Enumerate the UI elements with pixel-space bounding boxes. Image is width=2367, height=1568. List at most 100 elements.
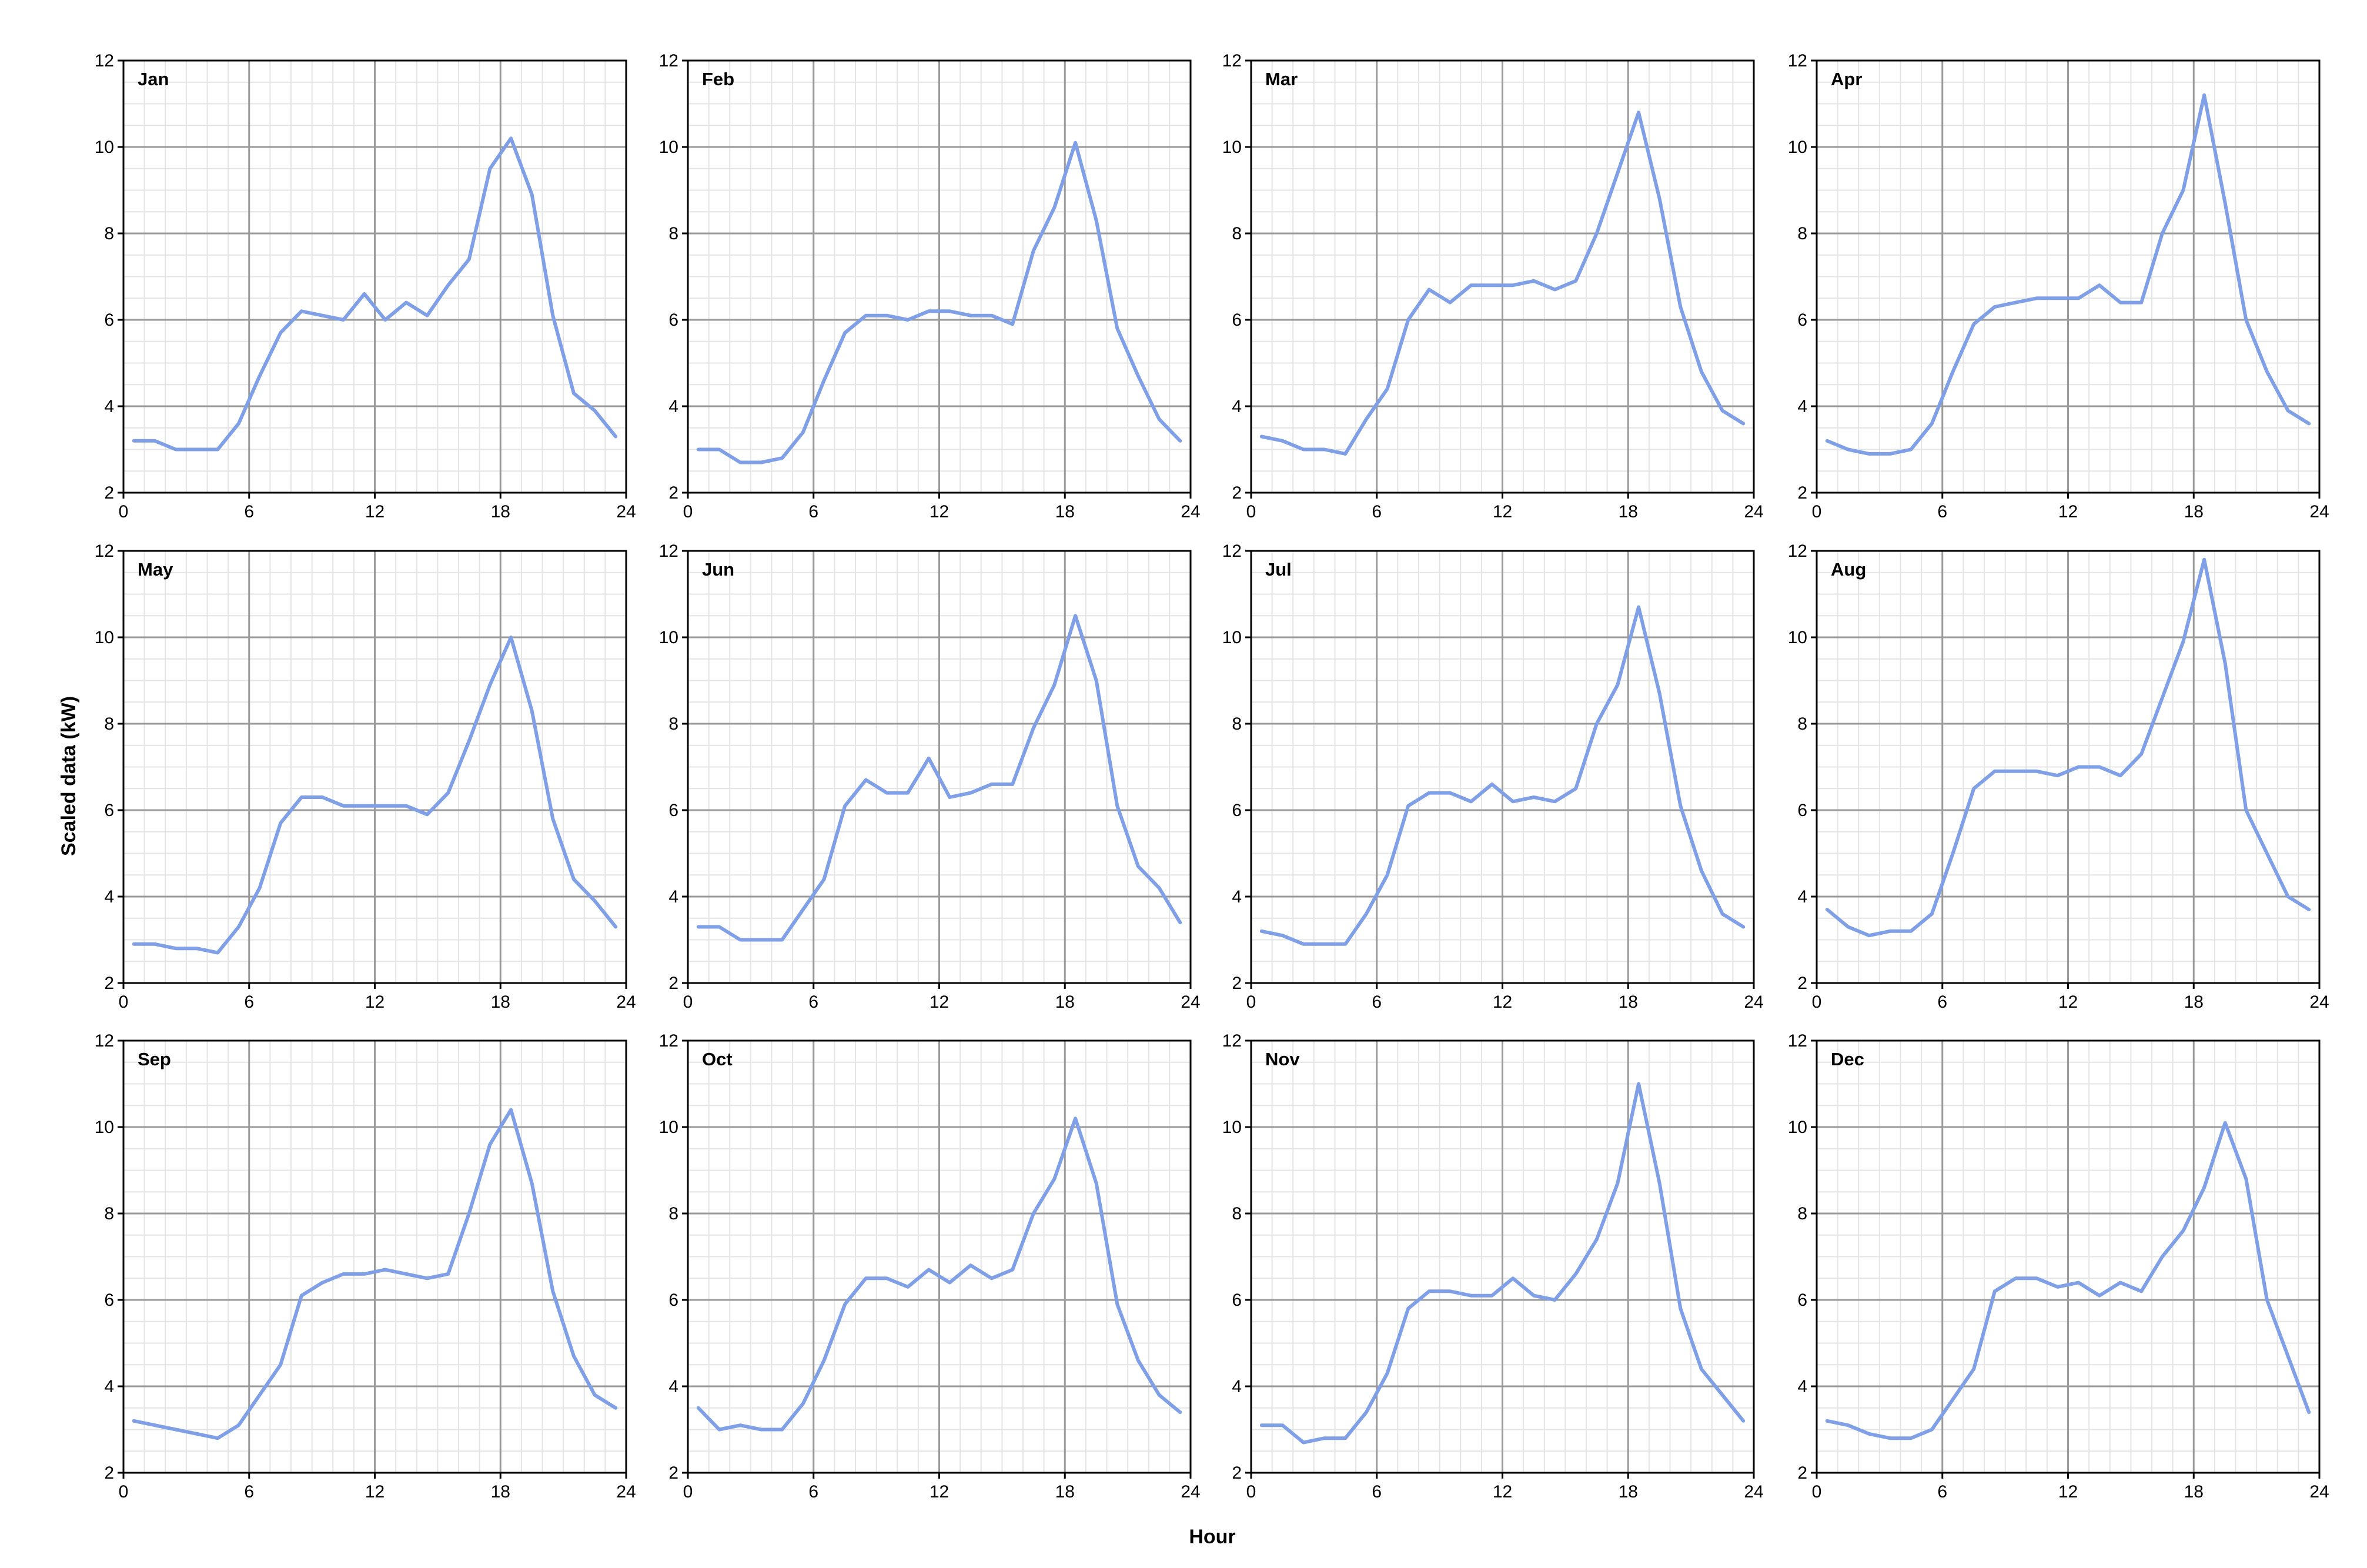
x-tick-label: 12 [1493,1482,1512,1502]
y-tick-label: 2 [1797,1463,1807,1483]
series-line-feb [696,141,1182,464]
y-tick-label: 12 [95,541,114,561]
x-tick-label: 0 [1812,992,1822,1012]
y-tick-label: 4 [1797,397,1807,416]
x-tick-label: 18 [1619,502,1638,521]
x-tick-label: 24 [2309,1482,2329,1502]
series-line-sep [132,1108,618,1440]
series-line-oct [696,1116,1182,1432]
y-tick-label: 6 [1232,801,1242,820]
series-line-dec [1825,1121,2311,1440]
x-tick-label: 24 [1181,502,1200,521]
y-axis-title: Scaled data (kW) [58,696,80,856]
x-tick-label: 6 [1372,1482,1382,1502]
x-tick-label: 0 [683,1482,693,1502]
y-tick-label: 8 [104,714,114,734]
panel-title-dec: Dec [1831,1049,1864,1069]
x-tick-label: 6 [1937,992,1947,1012]
y-tick-label: 12 [1788,51,1807,71]
series-line-apr [1825,93,2311,456]
y-tick-label: 10 [1788,138,1807,157]
x-tick-label: 24 [1181,992,1200,1012]
x-tick-label: 12 [930,1482,949,1502]
y-tick-label: 10 [659,138,678,157]
x-tick-label: 18 [2184,1482,2204,1502]
x-tick-label: 0 [1246,992,1256,1012]
y-tick-label: 2 [104,1463,114,1483]
series-line-jun [696,614,1182,942]
panel-title-mar: Mar [1265,69,1298,89]
x-tick-label: 0 [119,1482,129,1502]
panel-title-oct: Oct [702,1049,733,1069]
y-tick-label: 12 [1788,1031,1807,1051]
y-tick-label: 2 [1232,483,1242,503]
y-tick-label: 12 [1222,541,1242,561]
y-tick-label: 12 [1222,51,1242,71]
y-tick-label: 8 [1797,224,1807,243]
y-tick-label: 10 [95,138,114,157]
x-tick-label: 24 [1744,1482,1763,1502]
y-tick-label: 2 [668,1463,678,1483]
y-tick-label: 6 [668,801,678,820]
y-tick-label: 2 [104,483,114,503]
x-tick-label: 12 [930,992,949,1012]
y-tick-label: 4 [104,1377,114,1396]
x-tick-label: 12 [1493,992,1512,1012]
y-tick-label: 12 [95,1031,114,1051]
y-tick-label: 6 [1797,1290,1807,1310]
x-axis-title: Hour [1189,1526,1235,1548]
y-tick-label: 8 [668,714,678,734]
series-line-mar [1259,111,1746,456]
y-tick-label: 2 [1797,974,1807,993]
y-tick-label: 6 [104,310,114,330]
x-tick-label: 18 [491,1482,510,1502]
y-tick-label: 12 [1788,541,1807,561]
y-tick-label: 12 [659,1031,678,1051]
series-line-aug [1825,557,2311,938]
x-tick-label: 6 [244,502,254,521]
panel-title-jul: Jul [1265,559,1292,580]
y-tick-label: 4 [104,887,114,907]
y-tick-label: 10 [659,628,678,647]
x-tick-label: 18 [1055,992,1075,1012]
y-tick-label: 6 [1797,801,1807,820]
panel-title-may: May [138,559,173,580]
y-tick-label: 12 [1222,1031,1242,1051]
x-tick-label: 18 [2184,502,2204,521]
y-tick-label: 4 [1232,887,1242,907]
y-tick-label: 4 [104,397,114,416]
y-tick-label: 10 [1788,1118,1807,1137]
x-tick-label: 0 [1812,1482,1822,1502]
y-tick-label: 4 [1232,397,1242,416]
x-tick-label: 6 [1372,992,1382,1012]
y-tick-label: 10 [1222,1118,1242,1137]
y-tick-label: 2 [1232,974,1242,993]
series-line-jan [132,136,618,452]
y-tick-label: 8 [1232,1204,1242,1223]
y-tick-label: 4 [668,887,678,907]
y-tick-label: 6 [668,1290,678,1310]
x-tick-label: 18 [491,502,510,521]
y-tick-label: 8 [1232,224,1242,243]
x-tick-label: 6 [1372,502,1382,521]
y-tick-label: 2 [104,974,114,993]
series-line-nov [1259,1082,1746,1445]
panel-title-nov: Nov [1265,1049,1300,1069]
y-tick-label: 4 [1797,887,1807,907]
x-tick-label: 12 [930,502,949,521]
y-tick-label: 8 [104,224,114,243]
panel-title-aug: Aug [1831,559,1866,580]
y-tick-label: 10 [95,1118,114,1137]
x-tick-label: 24 [2309,502,2329,521]
